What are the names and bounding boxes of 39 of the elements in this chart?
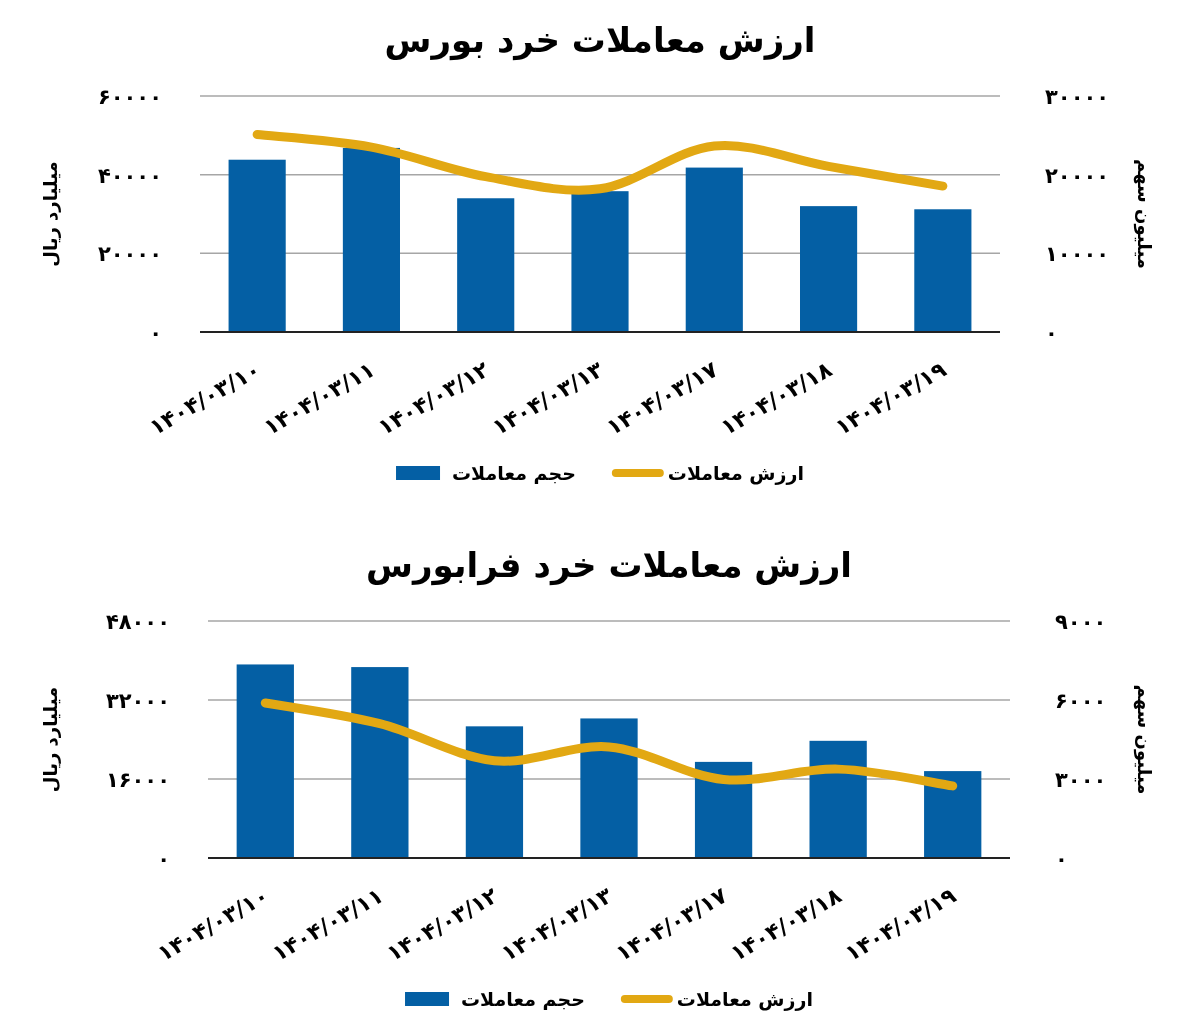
y-tick-label: ۰ xyxy=(149,321,162,345)
legend-label: حجم معاملات xyxy=(452,462,576,484)
y2-tick-label: ۳۰۰۰ xyxy=(1055,768,1107,792)
bar xyxy=(924,771,982,858)
y2-tick-label: ۰ xyxy=(1055,847,1068,871)
bar xyxy=(580,718,638,858)
chart-title: ارزش معاملات خرد فرابورس xyxy=(365,545,853,586)
y2-tick-label: ۹۰۰۰ xyxy=(1055,610,1107,634)
bar xyxy=(236,664,294,858)
bar xyxy=(809,740,867,858)
y2-tick-label: ۱۰۰۰۰ xyxy=(1045,242,1110,267)
chart-title: ارزش معاملات خرد بورس xyxy=(384,20,816,61)
bar xyxy=(571,191,629,332)
y-tick-label: ۲۰۰۰۰ xyxy=(97,242,162,267)
y-axis-title: میلیارد ریال xyxy=(40,686,61,793)
y2-tick-label: ۰ xyxy=(1045,321,1058,345)
bar xyxy=(800,206,858,332)
legend-label: ارزش معاملات xyxy=(667,462,804,485)
y-tick-label: ۴۸۰۰۰ xyxy=(105,610,170,634)
y2-tick-label: ۲۰۰۰۰ xyxy=(1045,163,1110,188)
bar xyxy=(914,209,972,332)
bar xyxy=(457,198,515,332)
legend-label: ارزش معاملات xyxy=(676,988,813,1011)
bar xyxy=(228,159,286,332)
y2-tick-label: ۳۰۰۰۰ xyxy=(1045,85,1110,109)
y2-tick-label: ۶۰۰۰ xyxy=(1055,689,1107,713)
legend-label: حجم معاملات xyxy=(461,988,585,1010)
y-tick-label: ۱۶۰۰۰ xyxy=(105,768,170,792)
y-axis-title: میلیارد ریال xyxy=(40,161,61,267)
y2-axis-title: میلیون سهم xyxy=(1133,684,1155,795)
y-tick-label: ۰ xyxy=(157,847,170,871)
bar xyxy=(465,726,524,858)
y-tick-label: ۶۰۰۰۰ xyxy=(97,85,162,109)
bar xyxy=(342,147,400,332)
bar xyxy=(351,667,409,858)
y2-axis-title: میلیون سهم xyxy=(1133,159,1155,269)
y-tick-label: ۳۲۰۰۰ xyxy=(105,689,170,713)
bar xyxy=(685,167,743,332)
y-tick-label: ۴۰۰۰۰ xyxy=(97,163,162,188)
